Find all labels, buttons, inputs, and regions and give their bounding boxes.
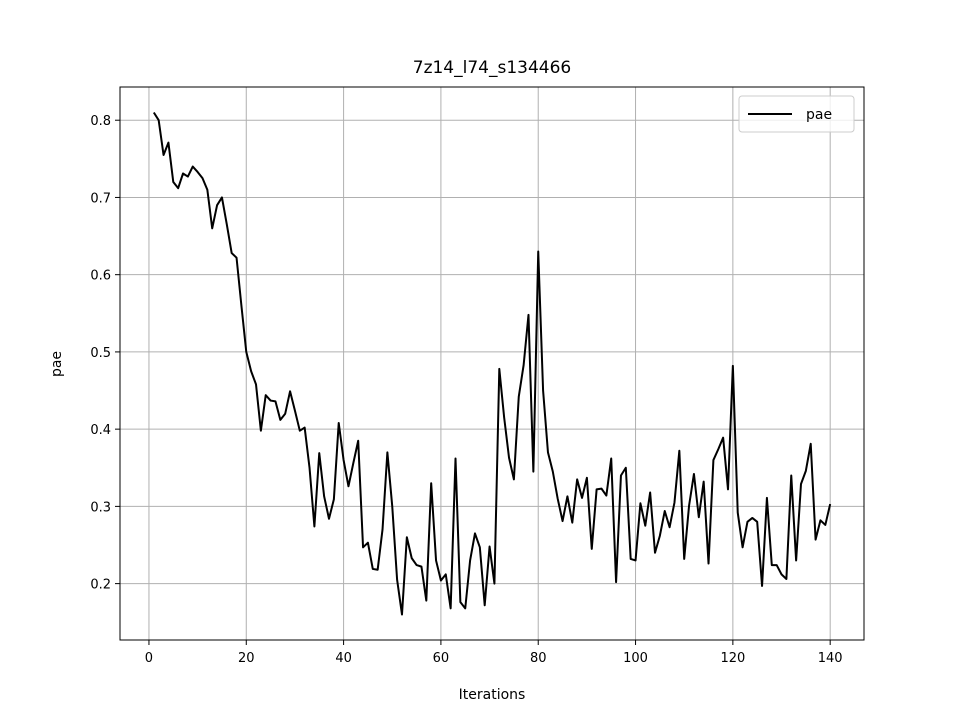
y-tick-label: 0.2 bbox=[90, 578, 111, 593]
chart-title: 7z14_l74_s134466 bbox=[413, 58, 571, 78]
x-axis-label: Iterations bbox=[459, 687, 526, 703]
y-axis-ticks: 0.2 0.3 0.4 0.5 0.6 0.7 0.8 bbox=[90, 114, 120, 593]
y-tick-label: 0.7 bbox=[90, 191, 111, 206]
x-tick-label: 140 bbox=[818, 651, 843, 666]
series-layer bbox=[152, 111, 832, 616]
y-tick-label: 0.3 bbox=[90, 500, 111, 515]
x-tick-label: 0 bbox=[145, 651, 153, 666]
x-tick-label: 80 bbox=[530, 651, 547, 666]
y-tick-label: 0.8 bbox=[90, 114, 111, 129]
x-gridlines bbox=[148, 87, 831, 640]
x-tick-label: 60 bbox=[433, 651, 450, 666]
y-gridlines bbox=[120, 119, 864, 585]
series-line-pae bbox=[152, 111, 832, 616]
x-tick-label: 120 bbox=[720, 651, 745, 666]
plot-area-frame bbox=[119, 86, 865, 641]
x-axis-ticks: 0 20 40 60 80 100 120 140 bbox=[145, 640, 843, 666]
legend-label-pae: pae bbox=[806, 107, 832, 123]
y-tick-label: 0.6 bbox=[90, 269, 111, 284]
x-tick-label: 100 bbox=[623, 651, 648, 666]
x-tick-label: 40 bbox=[335, 651, 352, 666]
y-tick-label: 0.4 bbox=[90, 423, 111, 438]
x-tick-label: 20 bbox=[238, 651, 255, 666]
y-axis-label: pae bbox=[49, 351, 65, 377]
legend-box bbox=[738, 95, 855, 133]
legend: pae bbox=[738, 95, 855, 133]
y-tick-label: 0.5 bbox=[90, 346, 111, 361]
